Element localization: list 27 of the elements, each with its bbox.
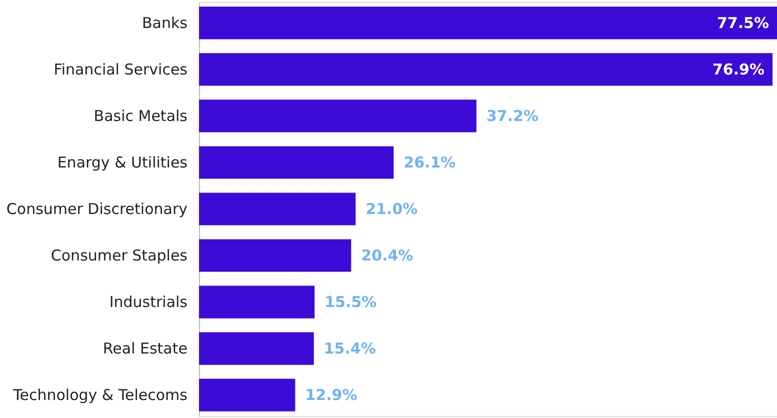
bar <box>199 146 394 179</box>
data-label: 26.1% <box>404 153 456 172</box>
y-tick-label: Financial Services <box>54 60 188 78</box>
y-tick-label: Industrials <box>109 293 188 312</box>
data-label: 12.9% <box>305 386 358 404</box>
y-tick-label: Technology & Telecoms <box>12 386 188 404</box>
data-label: 20.4% <box>361 246 414 265</box>
bar <box>199 332 314 365</box>
data-label: 15.4% <box>324 340 376 358</box>
y-tick-label: Enargy & Utilities <box>57 153 188 172</box>
bar <box>199 6 777 40</box>
bar <box>199 378 296 412</box>
bar <box>199 286 315 318</box>
y-tick-label: Real Estate <box>102 340 188 358</box>
data-label: 76.9% <box>712 60 765 78</box>
y-tick-label: Basic Metals <box>94 106 188 125</box>
bar <box>199 100 476 132</box>
data-label: 77.5% <box>716 14 769 32</box>
bar <box>199 53 773 86</box>
y-tick-label: Consumer Staples <box>50 246 188 265</box>
data-label: 21.0% <box>366 200 418 218</box>
y-tick-label: Consumer Discretionary <box>6 200 188 218</box>
y-tick-label: Banks <box>142 14 188 32</box>
bar <box>199 239 352 272</box>
data-label: 15.5% <box>324 293 377 312</box>
bar <box>199 192 356 226</box>
data-label: 37.2% <box>486 106 538 125</box>
